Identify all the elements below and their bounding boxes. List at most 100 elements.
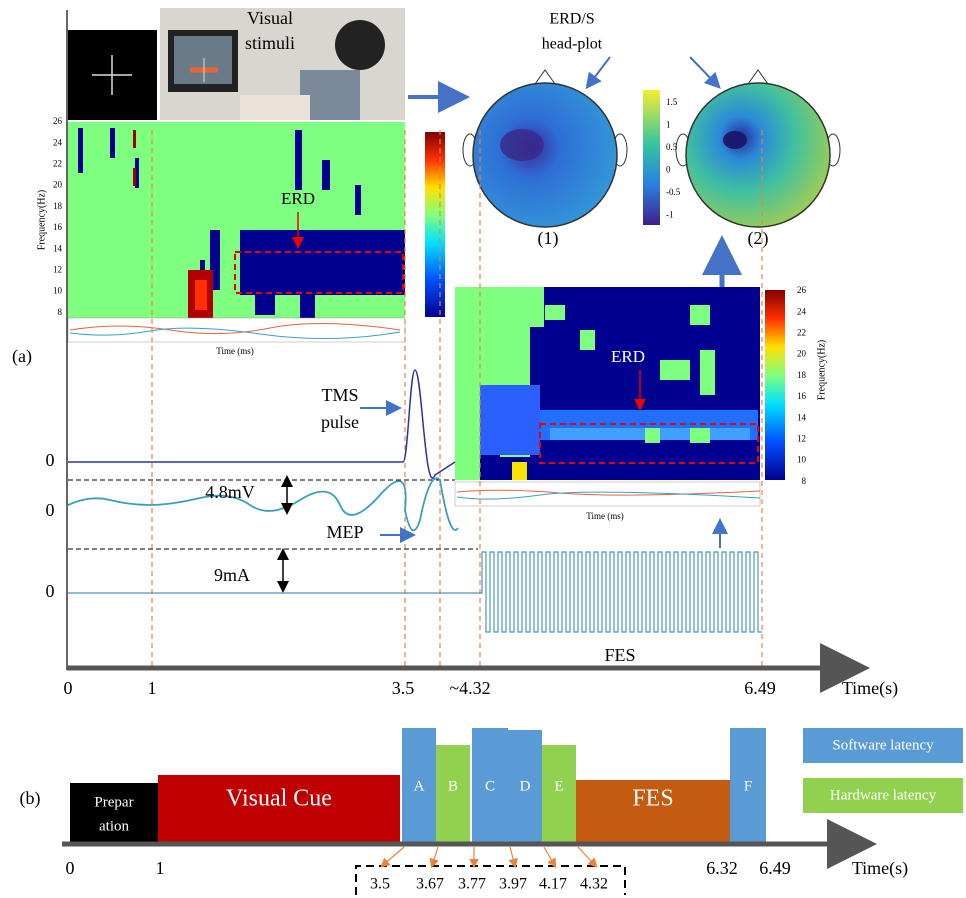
y-tick-label: 26	[797, 285, 807, 295]
annotation: ERD	[281, 189, 315, 208]
legend-label: Hardware latency	[830, 787, 937, 803]
nose	[748, 70, 768, 84]
label: 9mA	[214, 565, 250, 585]
panel-label: (a)	[12, 346, 32, 367]
label: (1)	[538, 228, 559, 249]
axis-label: Time (ms)	[216, 346, 253, 356]
latency-label: 3.5	[370, 876, 390, 893]
tick-label: ~4.32	[449, 678, 490, 698]
latency-label: 3.67	[416, 876, 444, 893]
erd-block	[355, 185, 361, 215]
spectrogram-cell	[690, 305, 710, 325]
spectrogram-cell	[480, 385, 540, 455]
trace-strip	[455, 482, 760, 506]
y-tick-label: 16	[53, 222, 63, 232]
arrow	[588, 57, 610, 86]
label: FES	[604, 645, 635, 665]
desk	[240, 95, 310, 120]
y-tick-label: 22	[797, 327, 806, 337]
spectrogram-cell	[580, 330, 595, 350]
spectrogram-cell	[690, 428, 710, 443]
label: pulse	[321, 412, 359, 432]
tick-label: 0	[66, 858, 75, 878]
latency-label: 3.97	[499, 876, 527, 893]
annotation: ERD	[611, 347, 645, 366]
y-tick-label: 26	[53, 116, 63, 126]
y-tick-label: 8	[58, 307, 63, 317]
block-label: B	[448, 778, 458, 794]
y-tick-label: 14	[53, 243, 63, 253]
y-tick-label: 14	[797, 412, 807, 422]
label: TMS	[321, 385, 358, 405]
y-tick-label: 20	[797, 349, 807, 359]
spectrogram-cell	[700, 350, 715, 395]
label: 0	[46, 500, 55, 520]
y-tick-label: 12	[53, 264, 62, 274]
y-tick-label: 16	[797, 391, 807, 401]
spectrogram-cell	[480, 287, 500, 387]
y-tick-label: 22	[53, 158, 62, 168]
erd-block	[300, 290, 315, 320]
spectrogram-cell	[455, 287, 480, 480]
label: (2)	[748, 228, 769, 249]
block-label: D	[520, 778, 531, 794]
trace-strip	[68, 318, 405, 342]
colorbar-tick-label: -0.5	[666, 187, 681, 197]
fes-trace	[68, 552, 762, 632]
erd-block	[322, 160, 330, 190]
label: ERD/S	[549, 11, 594, 28]
colorbar-tick-label: 1	[666, 120, 671, 130]
erd-block	[255, 280, 275, 315]
colorbar-tick-label: 1.5	[666, 97, 678, 107]
y-tick-label: 12	[797, 433, 806, 443]
spectrogram-cell	[645, 428, 660, 443]
block-label: A	[414, 778, 425, 794]
spectrogram-cell	[512, 462, 527, 480]
block-label: F	[744, 778, 752, 794]
axis-label: Frequency(Hz)	[36, 190, 47, 251]
nose	[535, 70, 555, 84]
erd-block	[110, 128, 115, 158]
colorbar-tick-label: 0	[666, 165, 671, 175]
axis-label: Time(s)	[842, 678, 898, 699]
colorbar	[425, 132, 445, 317]
y-tick-label: 8	[802, 476, 807, 486]
y-tick-label: 18	[797, 370, 807, 380]
ers-block	[133, 168, 136, 186]
colorbar	[643, 90, 660, 225]
latency-label: 4.32	[580, 876, 608, 893]
spectrogram-cell	[660, 360, 690, 380]
erd-focus	[500, 129, 544, 161]
ers-block	[195, 280, 207, 310]
label: 0	[46, 450, 55, 470]
arrow	[690, 57, 718, 86]
tms-trace	[68, 370, 455, 478]
colorbar	[765, 290, 785, 480]
head	[335, 20, 385, 70]
spectrogram-cell	[530, 287, 544, 327]
colorbar-tick-label: -1	[666, 210, 674, 220]
block-label: C	[485, 778, 495, 794]
tick-label: 0	[64, 678, 73, 698]
label: Visual	[247, 8, 293, 28]
axis-label: Frequency(Hz)	[816, 340, 827, 401]
erd-block	[78, 128, 83, 173]
axis-label: Time (ms)	[586, 511, 623, 521]
block-label: FES	[632, 786, 673, 812]
tick-label: 1	[156, 858, 165, 878]
y-tick-label: 10	[53, 286, 63, 296]
block-label: E	[554, 778, 563, 794]
arrow	[432, 847, 438, 866]
mep-trace	[68, 478, 458, 530]
y-tick-label: 18	[53, 201, 63, 211]
colorbar-tick-label: 0.5	[666, 142, 678, 152]
y-tick-label: 24	[797, 306, 807, 316]
arrow	[510, 847, 515, 866]
tick-label: 1	[148, 678, 157, 698]
label: 4.8mV	[205, 482, 255, 502]
label: MEP	[326, 522, 363, 542]
head-plot	[473, 83, 617, 227]
y-tick-label: 24	[53, 137, 63, 147]
figure: Visualstimuli2624222018161412108Frequenc…	[0, 0, 966, 898]
block-label: ation	[99, 818, 129, 834]
